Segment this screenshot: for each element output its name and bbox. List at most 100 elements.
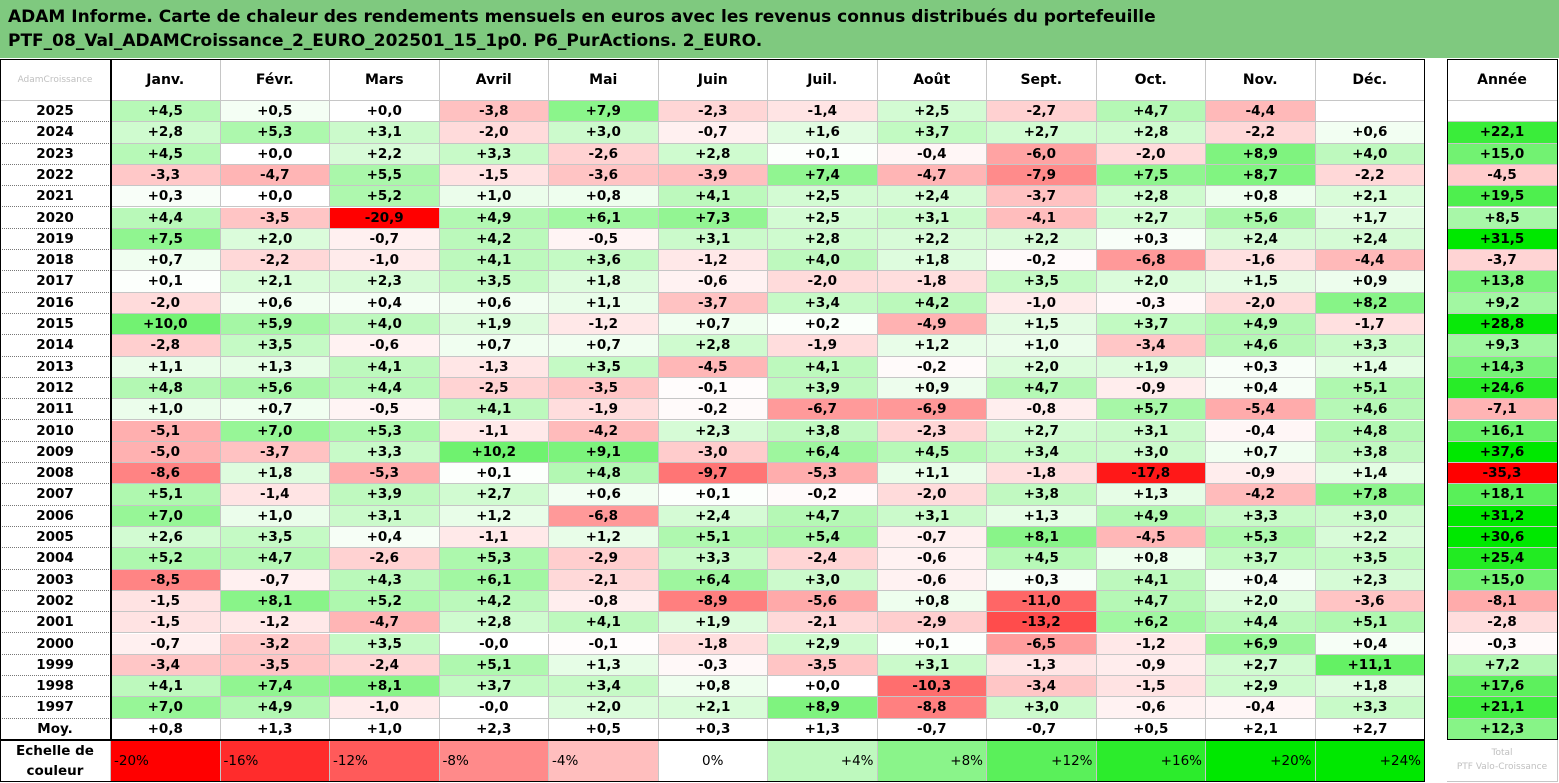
heatmap-cell: -4,7: [877, 164, 987, 187]
heatmap-cell: -8,9: [658, 590, 768, 613]
heatmap-cell: +2,7: [987, 122, 1097, 144]
scale-watermark: Total PTF Valo-Croissance: [1447, 740, 1558, 782]
month-header: Sept.: [987, 59, 1097, 101]
year-label: 2000: [0, 633, 111, 655]
heatmap-cell: +5,1: [1315, 612, 1425, 634]
heatmap-cell: -0,2: [658, 399, 768, 421]
heatmap-cell: +0,4: [1315, 633, 1425, 655]
heatmap-cell: +2,0: [220, 228, 330, 251]
heatmap-cell: +3,0: [987, 697, 1097, 719]
heatmap-cell: -0,0: [439, 633, 549, 655]
heatmap-cell: +2,2: [1315, 527, 1425, 549]
heatmap-cell: +3,3: [658, 548, 768, 570]
heatmap-cell: +3,1: [330, 122, 440, 144]
heatmap-cell: -0,9: [1096, 377, 1206, 400]
year-label: 1997: [0, 697, 111, 719]
annual-cell: +30,6: [1447, 527, 1558, 549]
heatmap-cell: +8,1: [330, 676, 440, 698]
annual-cell: +16,1: [1447, 420, 1558, 442]
heatmap-cell: +4,7: [987, 377, 1097, 400]
heatmap-cell: +1,0: [111, 399, 221, 421]
heatmap-cell: -3,3: [111, 164, 221, 187]
heatmap-cell: +4,6: [1206, 335, 1316, 357]
heatmap-cell: -10,3: [877, 676, 987, 698]
heatmap-cell: -1,0: [330, 250, 440, 272]
heatmap-cell: +3,0: [1096, 441, 1206, 464]
heatmap-cell: +4,1: [439, 250, 549, 272]
heatmap-cell: -3,4: [111, 654, 221, 677]
heatmap-cell: +3,4: [549, 676, 659, 698]
heatmap-cell: +0,7: [111, 250, 221, 272]
annual-cell: +15,0: [1447, 143, 1558, 165]
heatmap-cell: +3,5: [1315, 548, 1425, 570]
heatmap-cell: +0,1: [658, 484, 768, 506]
average-cell: +0,8: [111, 718, 221, 740]
heatmap-cell: +10,0: [111, 314, 221, 336]
heatmap-cell: +1,3: [987, 505, 1097, 527]
heatmap-cell: -6,9: [877, 399, 987, 421]
heatmap-cell: +3,9: [330, 484, 440, 506]
heatmap-cell: +3,7: [1206, 548, 1316, 570]
heatmap-cell: +0,8: [1096, 548, 1206, 570]
heatmap-cell: +3,5: [549, 356, 659, 378]
heatmap-cell: -0,8: [549, 590, 659, 613]
heatmap-cell: -1,1: [439, 420, 549, 442]
annual-cell: +17,6: [1447, 676, 1558, 698]
year-label: 2018: [0, 250, 111, 272]
heatmap-cell: +4,9: [439, 207, 549, 229]
heatmap-cell: -1,3: [987, 654, 1097, 677]
corner-watermark: AdamCroissance: [0, 59, 111, 101]
heatmap-cell: +2,8: [439, 612, 549, 634]
heatmap-cell: +2,8: [111, 122, 221, 144]
heatmap-cell: +2,4: [1206, 228, 1316, 251]
year-label: 2023: [0, 143, 111, 165]
heatmap-cell: +0,9: [877, 377, 987, 400]
heatmap-cell: +0,6: [1315, 122, 1425, 144]
heatmap-cell: -6,0: [987, 143, 1097, 165]
heatmap-cell: +3,7: [877, 122, 987, 144]
heatmap-cell: +4,0: [1315, 143, 1425, 165]
average-cell: +2,3: [439, 718, 549, 740]
heatmap-cell: +2,2: [330, 143, 440, 165]
heatmap-cell: +5,6: [220, 377, 330, 400]
heatmap-cell: -5,6: [768, 590, 878, 613]
heatmap-cell: +2,0: [1096, 271, 1206, 293]
heatmap-cell: +2,8: [658, 335, 768, 357]
heatmap-cell: -3,7: [987, 186, 1097, 208]
heatmap-cell: +0,4: [330, 292, 440, 314]
scale-swatch: -16%: [220, 740, 330, 782]
year-label: 2004: [0, 548, 111, 570]
heatmap-cell: +1,2: [877, 335, 987, 357]
heatmap-cell: +0,1: [768, 143, 878, 165]
heatmap-cell: +5,3: [220, 122, 330, 144]
year-label: 2002: [0, 590, 111, 613]
heatmap-cell: +2,3: [330, 271, 440, 293]
average-cell: +0,5: [1096, 718, 1206, 740]
heatmap-cell: +3,1: [877, 654, 987, 677]
year-label: 2003: [0, 569, 111, 591]
heatmap-cell: +9,1: [549, 441, 659, 464]
heatmap-cell: +6,4: [658, 569, 768, 591]
year-label: 2005: [0, 527, 111, 549]
heatmap-cell: +8,7: [1206, 164, 1316, 187]
heatmap-cell: +3,3: [1206, 505, 1316, 527]
heatmap-cell: +1,1: [549, 292, 659, 314]
heatmap-cell: +1,0: [439, 186, 549, 208]
year-label: 2011: [0, 399, 111, 421]
heatmap-cell: -2,4: [768, 548, 878, 570]
average-cell: -0,7: [987, 718, 1097, 740]
heatmap-cell: +2,2: [987, 228, 1097, 251]
heatmap-cell: -0,1: [658, 377, 768, 400]
year-label: 2015: [0, 314, 111, 336]
heatmap-cell: +4,2: [877, 292, 987, 314]
heatmap-cell: -1,2: [1096, 633, 1206, 655]
heatmap-cell: -1,0: [330, 697, 440, 719]
heatmap-cell: -6,8: [549, 505, 659, 527]
heatmap-cell: +10,2: [439, 441, 549, 464]
heatmap-cell: -0,6: [877, 548, 987, 570]
heatmap-cell: -1,5: [439, 164, 549, 187]
heatmap-cell: +1,0: [220, 505, 330, 527]
heatmap-cell: +1,4: [1315, 463, 1425, 485]
heatmap-cell: +7,9: [549, 101, 659, 123]
